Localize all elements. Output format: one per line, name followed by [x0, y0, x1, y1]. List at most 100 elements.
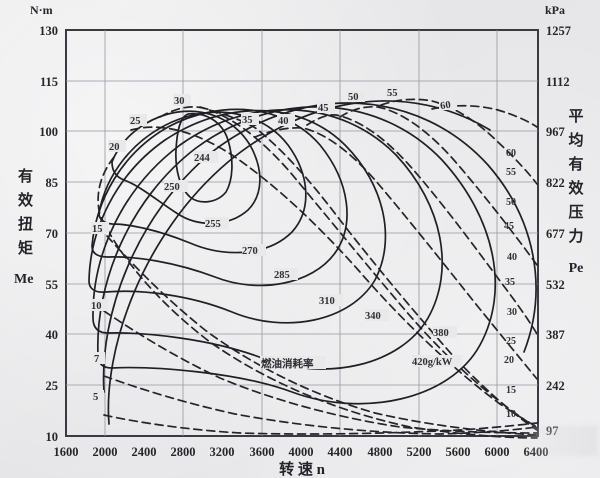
left-tick-85: 85: [46, 176, 59, 190]
x-tick-5600: 5600: [446, 445, 471, 459]
left-tick-10: 10: [46, 430, 59, 444]
bsfc-label-420-text: 420g/kW: [412, 357, 453, 368]
power-label-20-text: 20: [109, 142, 120, 153]
edge-power-label-55: 55: [506, 167, 516, 178]
bsfc-label-250: 250: [164, 180, 188, 193]
left-tick-25: 25: [46, 379, 59, 393]
left-axis-title-char-0: 有: [18, 167, 33, 185]
power-label-15-text: 15: [92, 224, 103, 235]
right-axis-title-char-3: 效: [568, 179, 584, 197]
bsfc-label-255-text: 255: [205, 219, 221, 230]
bsfc-curve-244: [175, 112, 233, 203]
power-label-60-text: 60: [440, 100, 452, 112]
power-label-55-text: 55: [387, 88, 398, 99]
right-axis-ticks: 1257 1112 967 822 677 532 387 242 97: [546, 24, 571, 438]
power-curve-15kw: [106, 235, 538, 436]
bsfc-curve-340: [97, 106, 497, 405]
bsfc-label-340-text: 340: [365, 311, 381, 322]
power-label-5-text: 5: [93, 392, 98, 403]
power-label-30-text: 30: [174, 96, 185, 107]
power-curve-25kw: [130, 126, 538, 428]
power-curve-40kw: [254, 126, 538, 380]
left-axis-symbol: Me: [14, 272, 33, 287]
edge-power-label-45: 45: [504, 221, 514, 232]
bsfc-curve-255: [98, 111, 307, 254]
edge-power-scale: 60 55 50 45 40 35 30 25 20 15 10: [504, 148, 517, 420]
power-label-50-text: 50: [348, 92, 359, 103]
power-label-25: 25: [129, 114, 147, 127]
power-label-50: 50: [347, 90, 365, 103]
x-tick-4400: 4400: [328, 445, 353, 459]
bsfc-label-285: 285: [274, 268, 298, 281]
power-curves-group: [97, 98, 538, 439]
bsfc-label-244: 244: [194, 151, 218, 164]
power-curve-55kw: [380, 98, 538, 185]
x-axis-title: 转 速 n: [279, 460, 326, 478]
right-axis-title-char-2: 有: [568, 155, 583, 173]
power-curve-10kw: [103, 310, 538, 434]
left-tick-40: 40: [46, 328, 59, 342]
power-curve-50kw: [339, 105, 538, 266]
right-tick-822: 822: [546, 176, 565, 190]
left-axis-unit: N·m: [30, 3, 53, 17]
right-axis-title-char-5: 力: [568, 227, 583, 245]
right-axis-unit: kPa: [545, 3, 565, 17]
power-label-30: 30: [173, 94, 191, 107]
x-tick-3600: 3600: [250, 445, 275, 459]
x-tick-2000: 2000: [93, 445, 118, 459]
x-tick-4800: 4800: [368, 445, 393, 459]
x-tick-2800: 2800: [171, 445, 196, 459]
x-tick-5200: 5200: [407, 445, 432, 459]
left-axis-title-char-2: 扭: [18, 215, 33, 233]
left-axis-title-char-1: 效: [18, 191, 34, 209]
bsfc-label-270-text: 270: [242, 246, 258, 257]
edge-power-label-35: 35: [505, 277, 515, 288]
power-label-40-text: 40: [278, 116, 289, 127]
bsfc-label-270: 270: [242, 244, 266, 257]
bsfc-label-380: 380: [433, 326, 457, 339]
edge-power-label-25: 25: [506, 336, 516, 347]
x-tick-4000: 4000: [289, 445, 314, 459]
power-label-45-text: 45: [318, 103, 329, 114]
power-label-25-text: 25: [130, 116, 141, 127]
power-label-55: 55: [386, 86, 404, 99]
edge-power-label-60: 60: [506, 148, 516, 159]
right-axis-title: 平 均 有 效 压 力 Pe: [568, 108, 584, 276]
left-axis-title-char-3: 矩: [18, 239, 33, 257]
power-label-40: 40: [277, 114, 295, 127]
bsfc-label-380-text: 380: [433, 328, 449, 339]
right-tick-1112: 1112: [546, 75, 570, 89]
power-label-20: 20: [108, 140, 126, 153]
right-axis-title-char-4: 压: [568, 204, 583, 221]
x-tick-3200: 3200: [210, 445, 235, 459]
left-tick-115: 115: [40, 75, 58, 89]
bsfc-label-250-text: 250: [164, 182, 180, 193]
edge-power-label-50: 50: [506, 197, 516, 208]
right-axis-symbol: Pe: [569, 261, 584, 276]
power-label-5: 5: [92, 390, 104, 403]
edge-power-label-15: 15: [506, 385, 516, 396]
power-curve-35kw: [199, 106, 538, 431]
left-tick-55: 55: [46, 278, 59, 292]
fuel-consumption-annotation-text: 燃油消耗率: [261, 357, 314, 370]
bsfc-curve-285: [88, 109, 387, 324]
right-tick-677: 677: [546, 227, 565, 241]
power-label-35-text: 35: [242, 115, 253, 126]
x-tick-6000: 6000: [485, 445, 510, 459]
power-label-35: 35: [241, 113, 259, 126]
x-axis-ticks: 1600 2000 2400 2800 3200 3600 4000 4400 …: [54, 445, 549, 459]
right-axis-title-char-1: 均: [568, 131, 583, 149]
edge-power-label-20: 20: [504, 355, 514, 366]
power-label-10-text: 10: [91, 301, 102, 312]
power-curve-7kw: [103, 375, 538, 435]
x-tick-2400: 2400: [132, 445, 157, 459]
left-axis-ticks: 130 115 100 85 70 55 40 25 10: [39, 24, 58, 444]
x-tick-1600: 1600: [54, 445, 79, 459]
power-label-7-text: 7: [94, 354, 99, 365]
right-tick-97: 97: [546, 424, 559, 438]
bsfc-label-310-text: 310: [319, 296, 335, 307]
x-tick-6400: 6400: [524, 445, 549, 459]
power-label-60: 60: [439, 98, 457, 112]
right-axis-title-char-0: 平: [568, 108, 583, 125]
